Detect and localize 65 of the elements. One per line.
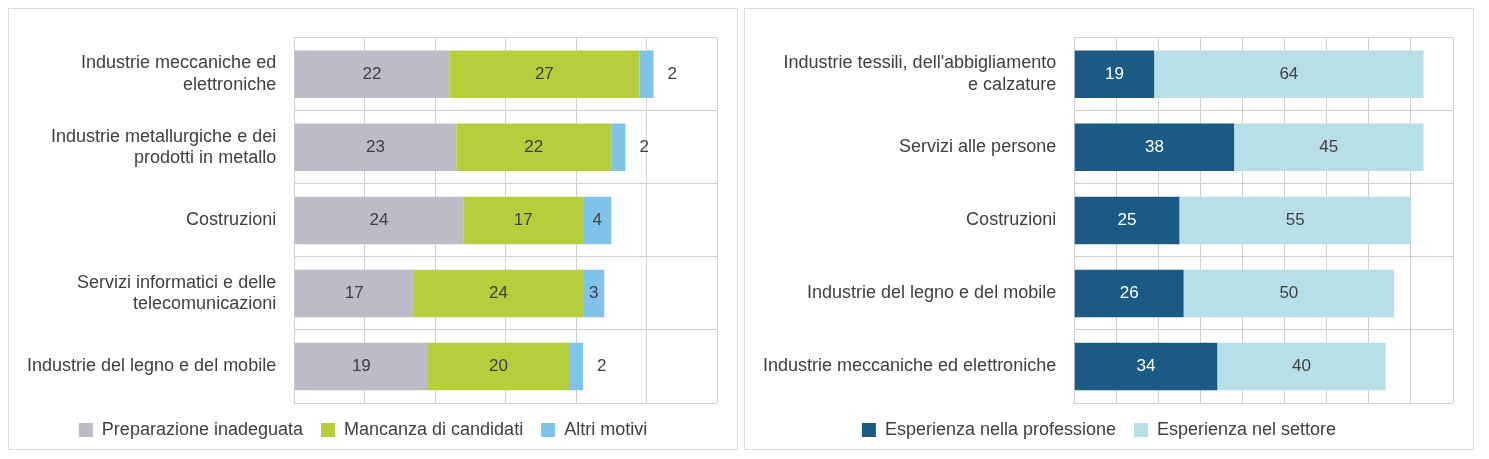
data-label: 50 <box>1279 283 1299 303</box>
bar <box>1217 342 1386 391</box>
data-label: 19 <box>351 356 371 376</box>
bar <box>1074 123 1235 172</box>
bar <box>1074 269 1184 318</box>
data-label: 38 <box>1144 137 1164 157</box>
data-label: 24 <box>489 283 508 303</box>
y-tick-label: Industrie del legno e del mobile <box>26 355 277 376</box>
bar <box>456 123 612 172</box>
bar <box>583 269 605 318</box>
legend-label: Esperienza nella professione <box>884 418 1117 439</box>
data-label: 2 <box>667 64 678 84</box>
legend-label: Esperienza nel settore <box>1157 418 1337 439</box>
data-label: 34 <box>1136 356 1156 376</box>
y-tick-label: Costruzioni <box>186 209 277 230</box>
data-label: 64 <box>1279 64 1299 84</box>
legend-label: Preparazione inadeguata <box>101 418 305 439</box>
y-tick-label: Servizi informatici e delle telecomunicazioni <box>77 271 277 314</box>
bar <box>1074 342 1218 391</box>
data-label: 2 <box>639 137 649 157</box>
y-tick-label: Industrie del legno e del mobile <box>807 282 1057 303</box>
y-tick-label: Industrie meccaniche ed elettroniche <box>81 52 277 95</box>
data-label: 25 <box>1117 210 1137 230</box>
y-tick-label: Industrie meccaniche ed elettroniche <box>763 355 1057 376</box>
data-label: 17 <box>344 283 364 303</box>
y-tick-label: Industrie tessili, dell'abbigliamento e calzature <box>783 52 1057 95</box>
bar <box>1234 123 1424 172</box>
y-tick-label: Industrie metallurgiche e dei prodotti in metallo <box>51 125 277 168</box>
bar <box>428 342 570 391</box>
data-label: 19 <box>1104 64 1124 84</box>
bar <box>463 196 584 245</box>
y-tick-label: Servizi alle persone <box>899 136 1057 157</box>
data-label: 26 <box>1119 283 1139 303</box>
bar <box>449 50 640 99</box>
bar <box>583 196 612 245</box>
bar <box>294 50 450 99</box>
data-label: 23 <box>365 137 385 157</box>
data-label: 27 <box>534 64 554 84</box>
legend-label: Altri motivi <box>564 418 648 439</box>
bar <box>639 50 654 99</box>
bar <box>569 342 584 391</box>
data-label: 4 <box>592 210 602 230</box>
bar <box>1179 196 1411 245</box>
data-label: 22 <box>362 64 382 84</box>
bar <box>294 342 429 391</box>
data-label: 40 <box>1292 356 1311 376</box>
bar <box>1183 269 1395 318</box>
data-label: 2 <box>597 356 607 376</box>
bar <box>1074 196 1180 245</box>
bar <box>413 269 584 318</box>
bar <box>294 196 464 245</box>
bar <box>1074 50 1155 99</box>
bar <box>611 123 626 172</box>
data-label: 3 <box>588 283 599 303</box>
data-label: 17 <box>513 210 533 230</box>
legend-label: Mancanza di candidati <box>344 418 524 439</box>
data-label: 55 <box>1285 210 1305 230</box>
data-label: 20 <box>489 356 508 376</box>
data-label: 22 <box>524 137 544 157</box>
data-label: 24 <box>369 210 389 230</box>
data-label: 45 <box>1319 137 1339 157</box>
bar <box>294 123 457 172</box>
bar <box>1154 50 1424 99</box>
bar <box>294 269 414 318</box>
y-tick-label: Costruzioni <box>966 209 1057 230</box>
